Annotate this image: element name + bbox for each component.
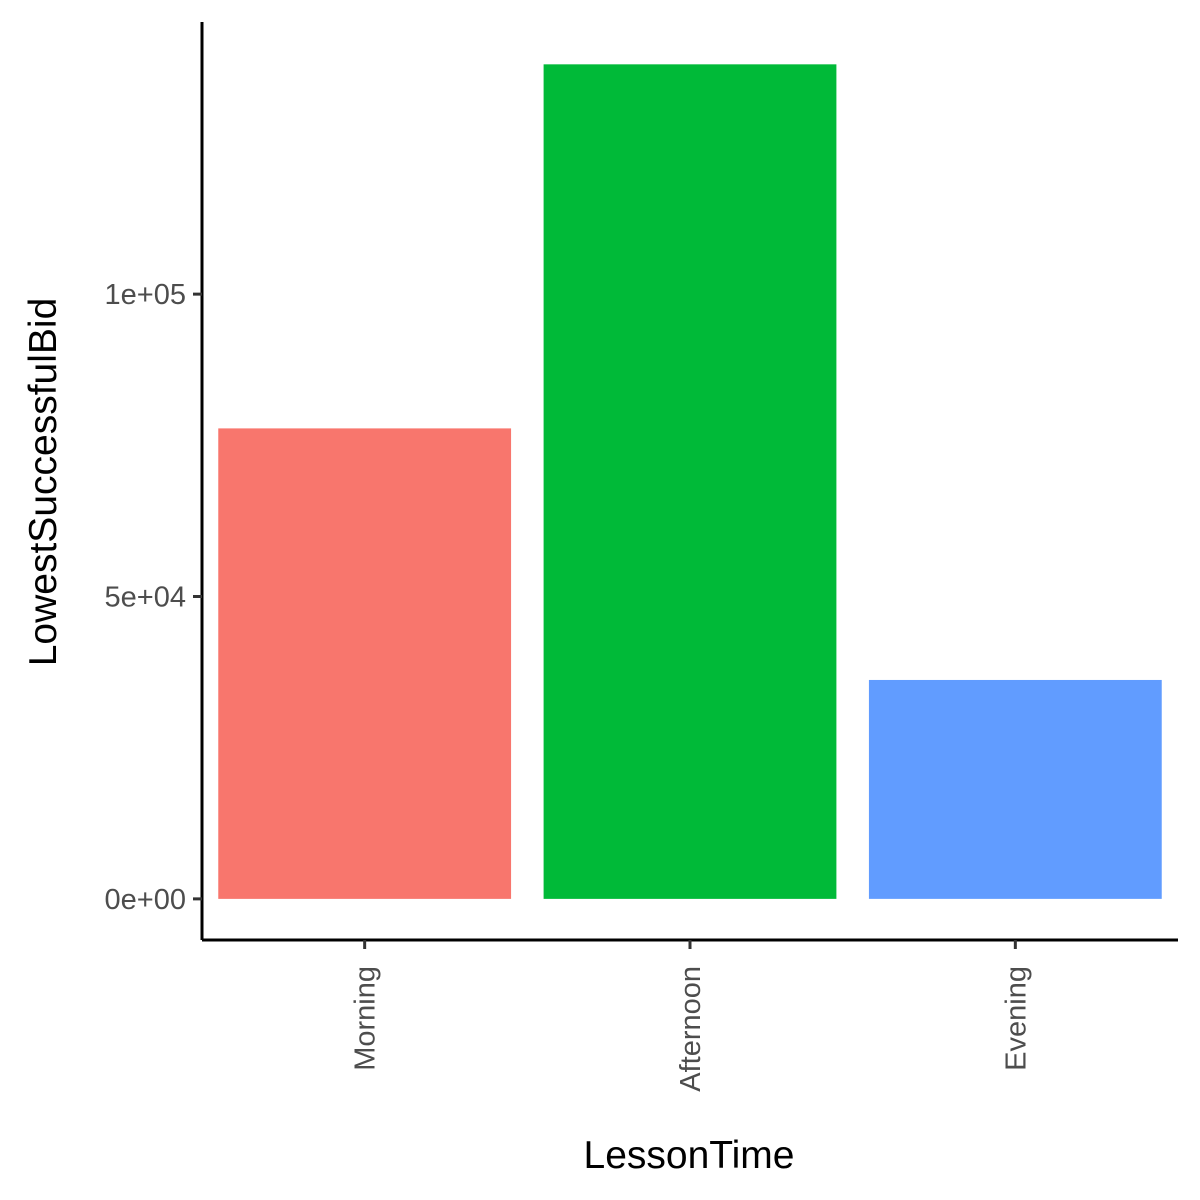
bar-afternoon (543, 64, 837, 899)
x-axis-title: LessonTime (584, 1134, 795, 1177)
x-tick-label-afternoon: Afternoon (675, 966, 707, 1092)
bar-evening (868, 679, 1162, 899)
y-tick-label: 0e+00 (105, 884, 186, 916)
axes-group: 0e+00 5e+04 1e+05 Morning Afternoon Evening (105, 22, 1178, 1092)
bar-morning (218, 428, 512, 899)
y-tick-label: 1e+05 (105, 279, 186, 311)
y-tick-label: 5e+04 (105, 582, 186, 614)
x-tick-label-evening: Evening (1000, 966, 1032, 1071)
bars-group (218, 64, 1162, 899)
x-tick-label-morning: Morning (350, 966, 382, 1071)
y-axis-title: LowestSuccessfulBid (22, 298, 65, 667)
